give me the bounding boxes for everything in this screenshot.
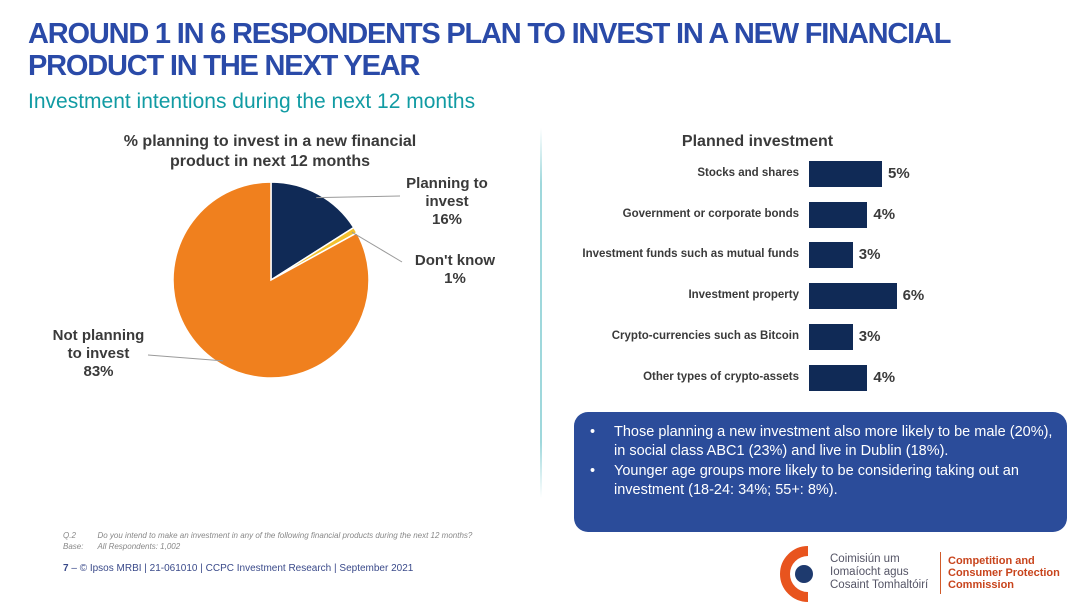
page-subtitle: Investment intentions during the next 12…	[28, 90, 476, 113]
footer-text: © Ipsos MRBI | 21-061010 | CCPC Investme…	[79, 563, 414, 574]
logo-irish-line: Iomaíocht agus	[830, 566, 909, 578]
footnote-base-text: All Respondents: 1,002	[97, 542, 181, 551]
footnote-question-text: Do you intend to make an investment in a…	[97, 531, 473, 540]
pie-label-not-planning-value: 83%	[83, 363, 114, 380]
footnote-question-label: Q.2	[63, 531, 76, 540]
ccpc-logo-icon	[780, 546, 813, 602]
pie-leader-line	[316, 195, 401, 199]
bar-chart-title: Planned investment	[681, 133, 834, 150]
logo-irish-line: Cosaint Tomhaltóirí	[830, 579, 929, 591]
logo-separator	[940, 552, 941, 594]
pie-label-planning-value: 16%	[431, 211, 463, 228]
bar-value-label: 3%	[858, 246, 881, 264]
bar-category-label: Investment funds such as mutual funds	[582, 248, 799, 261]
pie-leader-line	[147, 354, 224, 362]
bar	[809, 283, 897, 310]
bar-value-label: 3%	[858, 327, 881, 345]
bar	[809, 161, 882, 187]
page-number: 7	[63, 563, 69, 574]
bar-category-label: Investment property	[688, 289, 799, 302]
bar	[809, 323, 853, 350]
callout-bullet: Younger age groups more likely to be con…	[588, 462, 1053, 500]
bar-category-label: Stocks and shares	[697, 167, 799, 179]
logo-irish-name: Coimisiún um Iomaíocht agus Cosaint Tomh…	[830, 553, 928, 592]
pie-chart	[147, 181, 403, 379]
pie-leader-line	[351, 231, 403, 263]
bar-value-label: 4%	[873, 368, 896, 386]
logo-english-line: Commission	[948, 579, 1015, 591]
logo-english-line: Competition and	[948, 555, 1035, 567]
pie-label-planning-name: Planning to invest	[406, 175, 488, 210]
pie-slice-not-planning	[172, 181, 370, 379]
pie-label-dont-know: Don't know 1%	[400, 252, 510, 288]
bar-value-label: 4%	[873, 205, 896, 223]
divider-line	[540, 128, 542, 498]
bar	[809, 242, 853, 269]
bar-category-label: Crypto-currencies such as Bitcoin	[611, 329, 799, 342]
key-findings-callout: Those planning a new investment also mor…	[574, 412, 1067, 532]
bar	[809, 364, 868, 391]
footer: 7 – © Ipsos MRBI | 21-061010 | CCPC Inve…	[63, 563, 413, 574]
pie-slice-planning	[270, 181, 355, 282]
bar-category-label: Other types of crypto-assets	[643, 370, 799, 383]
logo-english-name: Competition and Consumer Protection Comm…	[948, 555, 1060, 591]
bar-category-label: Government or corporate bonds	[622, 207, 799, 220]
footer-dash: –	[71, 563, 77, 574]
callout-bullet: Those planning a new investment also mor…	[588, 423, 1053, 461]
footnote-base-label: Base:	[63, 542, 84, 551]
pie-label-dont-know-name: Don't know	[414, 252, 496, 269]
footnote: Q.2 Do you intend to make an investment …	[63, 530, 486, 552]
logo-irish-line: Coimisiún um	[830, 553, 900, 565]
bar-value-label: 5%	[888, 165, 910, 182]
pie-label-dont-know-value: 1%	[444, 270, 466, 287]
page-title: AROUND 1 IN 6 RESPONDENTS PLAN TO INVEST…	[28, 18, 951, 82]
pie-label-planning: Planning to invest 16%	[392, 175, 502, 229]
logo-english-line: Consumer Protection	[948, 567, 1060, 579]
bar-value-label: 6%	[902, 287, 925, 305]
pie-chart-title: % planning to invest in a new financial …	[123, 133, 417, 170]
pie-label-not-planning-name: Not planning to invest	[52, 327, 145, 362]
pie-label-not-planning: Not planning to invest 83%	[46, 327, 151, 381]
bar	[809, 201, 868, 228]
